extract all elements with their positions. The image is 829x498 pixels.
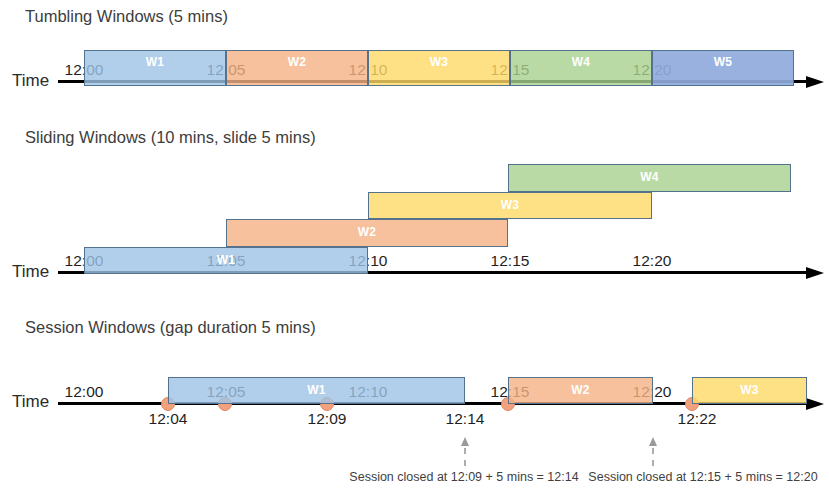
session-time-axis-label: Time: [12, 392, 49, 412]
tumbling-time-axis-label: Time: [12, 71, 49, 91]
tumbling-axis-arrowhead-icon: [806, 76, 824, 88]
session-annotation-arrowhead-icon-1: [461, 437, 469, 446]
session-title: Session Windows (gap duration 5 mins): [25, 318, 316, 337]
sliding-tick-12:15: 12:15: [491, 252, 530, 270]
window-label: W1: [307, 383, 326, 397]
session-tick-12:00: 12:00: [65, 383, 104, 401]
session-below-label-12:22: 12:22: [678, 410, 717, 428]
tumbling-window-w1: W1: [84, 50, 226, 86]
window-label: W2: [571, 383, 590, 397]
session-annotation-arrow-stem-1: [464, 448, 466, 466]
session-below-label-12:09: 12:09: [308, 410, 347, 428]
window-label: W4: [572, 55, 591, 69]
diagram-canvas: Tumbling Windows (5 mins) Time Sliding W…: [0, 0, 829, 498]
sliding-tick-12:20: 12:20: [633, 252, 672, 270]
session-annotation-text-1: Session closed at 12:09 + 5 mins = 12:14: [349, 470, 578, 484]
window-label: W3: [740, 383, 759, 397]
window-label: W1: [217, 253, 236, 267]
session-below-label-12:04: 12:04: [149, 410, 188, 428]
tumbling-title: Tumbling Windows (5 mins): [25, 7, 228, 26]
sliding-axis-arrowhead-icon: [806, 267, 824, 279]
tumbling-window-w2: W2: [226, 50, 368, 86]
window-label: W2: [288, 55, 307, 69]
tumbling-window-w4: W4: [510, 50, 652, 86]
session-below-label-12:14: 12:14: [446, 410, 485, 428]
sliding-time-axis-label: Time: [12, 262, 49, 282]
session-window-w1: W1: [168, 377, 465, 404]
window-label: W3: [430, 55, 449, 69]
session-annotation-arrowhead-icon-2: [649, 437, 657, 446]
session-annotation-text-2: Session closed at 12:15 + 5 mins = 12:20: [588, 470, 817, 484]
window-label: W2: [358, 225, 377, 239]
session-window-w3: W3: [692, 377, 807, 404]
tumbling-window-w3: W3: [368, 50, 510, 86]
sliding-window-w3: W3: [368, 192, 652, 219]
session-axis-arrowhead-icon: [806, 398, 824, 410]
window-label: W1: [146, 55, 165, 69]
window-label: W5: [714, 55, 733, 69]
sliding-window-w4: W4: [508, 164, 791, 192]
sliding-window-w1: W1: [84, 247, 368, 274]
window-label: W4: [640, 170, 659, 184]
session-window-w2: W2: [508, 377, 653, 404]
sliding-window-w2: W2: [226, 219, 508, 247]
window-label: W3: [501, 198, 520, 212]
tumbling-window-w5: W5: [652, 50, 794, 86]
sliding-title: Sliding Windows (10 mins, slide 5 mins): [25, 128, 316, 147]
session-annotation-arrow-stem-2: [652, 448, 654, 466]
